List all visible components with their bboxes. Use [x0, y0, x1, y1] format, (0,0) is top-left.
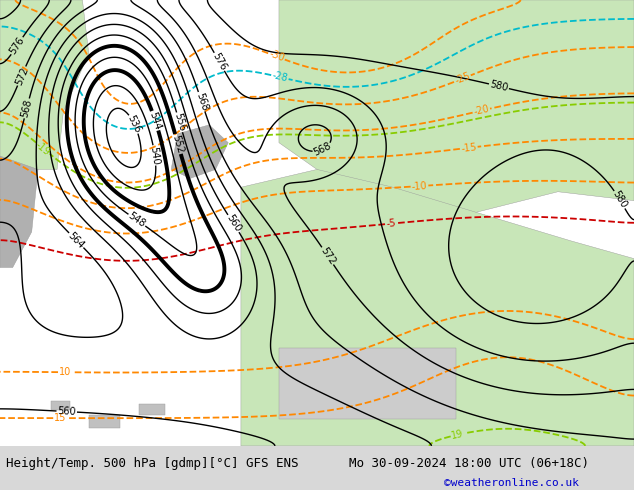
Text: 548: 548	[126, 211, 147, 229]
Text: 540: 540	[148, 146, 161, 165]
Polygon shape	[51, 401, 70, 410]
Polygon shape	[171, 125, 228, 178]
Text: 576: 576	[8, 35, 27, 56]
Polygon shape	[139, 404, 165, 415]
Text: -15: -15	[460, 142, 477, 154]
Polygon shape	[0, 156, 38, 268]
Polygon shape	[279, 348, 456, 419]
Text: 560: 560	[224, 213, 243, 234]
Text: 568: 568	[312, 141, 333, 158]
Polygon shape	[0, 0, 89, 170]
Text: 580: 580	[611, 189, 629, 210]
Text: 568: 568	[194, 91, 209, 112]
Text: 568: 568	[20, 98, 34, 119]
Text: 536: 536	[126, 114, 143, 135]
Text: 576: 576	[210, 51, 228, 73]
Polygon shape	[241, 170, 634, 446]
Text: -5: -5	[385, 218, 396, 229]
Text: -25: -25	[453, 71, 472, 86]
Text: 556: 556	[172, 112, 187, 133]
Text: 572: 572	[318, 245, 337, 267]
Text: Mo 30-09-2024 18:00 UTC (06+18C): Mo 30-09-2024 18:00 UTC (06+18C)	[349, 457, 589, 470]
Text: 10: 10	[59, 367, 71, 377]
Text: 552: 552	[171, 134, 185, 154]
Text: 15: 15	[54, 413, 67, 423]
Polygon shape	[279, 0, 634, 214]
Text: 564: 564	[66, 230, 86, 250]
Polygon shape	[89, 415, 120, 428]
Text: -30: -30	[268, 49, 286, 64]
Text: 572: 572	[13, 65, 30, 87]
Text: 580: 580	[489, 79, 509, 93]
Text: 19: 19	[451, 429, 465, 441]
Text: -28: -28	[271, 71, 288, 84]
Text: -19: -19	[34, 139, 52, 157]
Text: 544: 544	[148, 110, 163, 131]
Text: 560: 560	[57, 406, 76, 417]
Text: -20: -20	[472, 104, 490, 117]
Text: Height/Temp. 500 hPa [gdmp][°C] GFS ENS: Height/Temp. 500 hPa [gdmp][°C] GFS ENS	[6, 457, 299, 470]
Text: -10: -10	[411, 181, 428, 192]
Text: ©weatheronline.co.uk: ©weatheronline.co.uk	[444, 478, 579, 489]
